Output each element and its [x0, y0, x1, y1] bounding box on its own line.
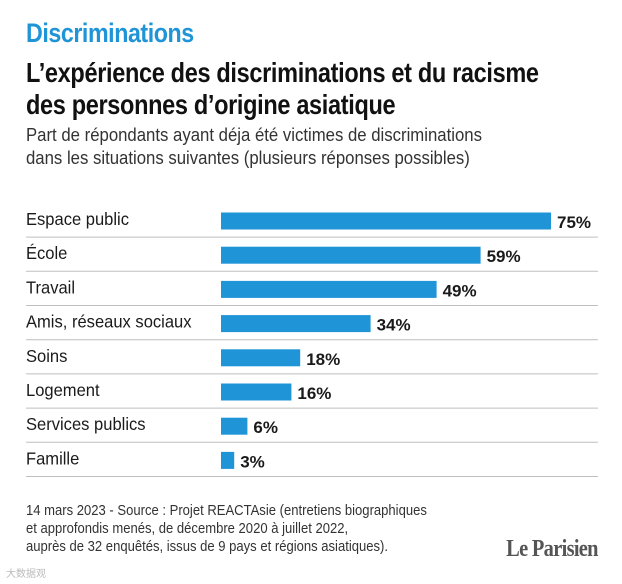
category-label: Logement: [26, 379, 100, 400]
category-label: Amis, réseaux sociaux: [26, 311, 192, 332]
source-note-line-2: et approfondis menés, de décembre 2020 à…: [26, 521, 349, 537]
value-label: 49%: [443, 281, 477, 300]
watermark: 大数据观: [6, 569, 46, 580]
value-label: 3%: [240, 452, 265, 471]
section-kicker: Discriminations: [26, 18, 194, 48]
chart-subtitle-line-2: dans les situations suivantes (plusieurs…: [26, 148, 470, 168]
bar: [221, 315, 371, 333]
chart-title-line-2: des personnes d’origine asiatique: [26, 89, 396, 120]
source-note-line-3: auprès de 32 enquêtés, issus de 9 pays e…: [26, 539, 389, 555]
category-label: Services publics: [26, 414, 146, 435]
category-label: Espace public: [26, 208, 129, 229]
bar: [221, 246, 481, 264]
bar: [221, 349, 301, 367]
bar: [221, 212, 551, 230]
category-label: Famille: [26, 448, 79, 469]
chart-subtitle: Part de répondants ayant déja été victim…: [26, 124, 482, 170]
category-label: Travail: [26, 277, 75, 298]
bar-chart: Espace public 75% École 59% Travail 49% Amis, …: [26, 208, 598, 477]
source-note-line-1: 14 mars 2023 - Source : Projet REACTAsie…: [26, 503, 427, 519]
value-label: 18%: [306, 350, 340, 369]
value-label: 75%: [557, 213, 591, 232]
source-note: 14 mars 2023 - Source : Projet REACTAsie…: [26, 502, 427, 556]
category-label: École: [26, 243, 67, 264]
bar: [221, 383, 292, 401]
value-label: 59%: [487, 247, 521, 266]
value-label: 16%: [297, 384, 331, 403]
bar: [221, 451, 235, 469]
chart-title: L’expérience des discriminations et du r…: [26, 57, 539, 121]
le-parisien-logo: Le Parisien: [506, 536, 598, 562]
category-label: Soins: [26, 345, 68, 366]
value-label: 6%: [253, 418, 278, 437]
chart-title-line-1: L’expérience des discriminations et du r…: [26, 57, 539, 88]
bar: [221, 280, 437, 298]
bar: [221, 417, 248, 435]
chart-subtitle-line-1: Part de répondants ayant déja été victim…: [26, 125, 482, 145]
value-label: 34%: [377, 316, 411, 335]
